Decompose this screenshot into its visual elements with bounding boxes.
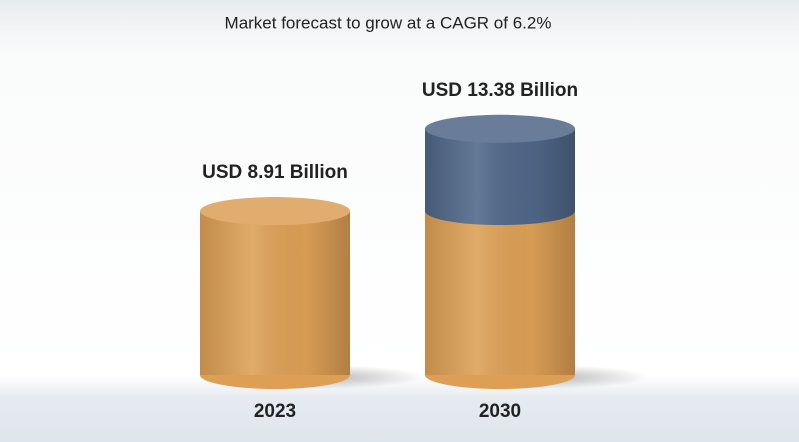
cylinder-top bbox=[200, 197, 350, 226]
cylinder-shade bbox=[425, 128, 575, 375]
x-tick-label: 2030 bbox=[479, 401, 521, 422]
value-label: USD 8.91 Billion bbox=[202, 162, 348, 183]
cylinder-top-highlight bbox=[200, 197, 350, 226]
cylinder-shade bbox=[200, 211, 350, 375]
cylinder-top-highlight bbox=[425, 114, 575, 143]
value-label: USD 13.38 Billion bbox=[422, 80, 578, 101]
x-tick-label: 2023 bbox=[254, 401, 296, 422]
cylinder-top bbox=[425, 114, 575, 143]
chart-title: Market forecast to grow at a CAGR of 6.2… bbox=[225, 13, 552, 32]
